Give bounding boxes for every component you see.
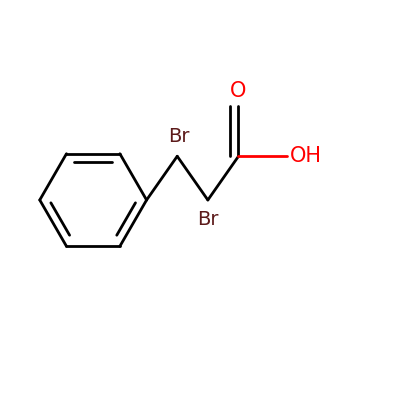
- Text: Br: Br: [197, 210, 219, 229]
- Text: OH: OH: [290, 146, 322, 166]
- Text: Br: Br: [168, 127, 190, 146]
- Text: O: O: [230, 81, 247, 101]
